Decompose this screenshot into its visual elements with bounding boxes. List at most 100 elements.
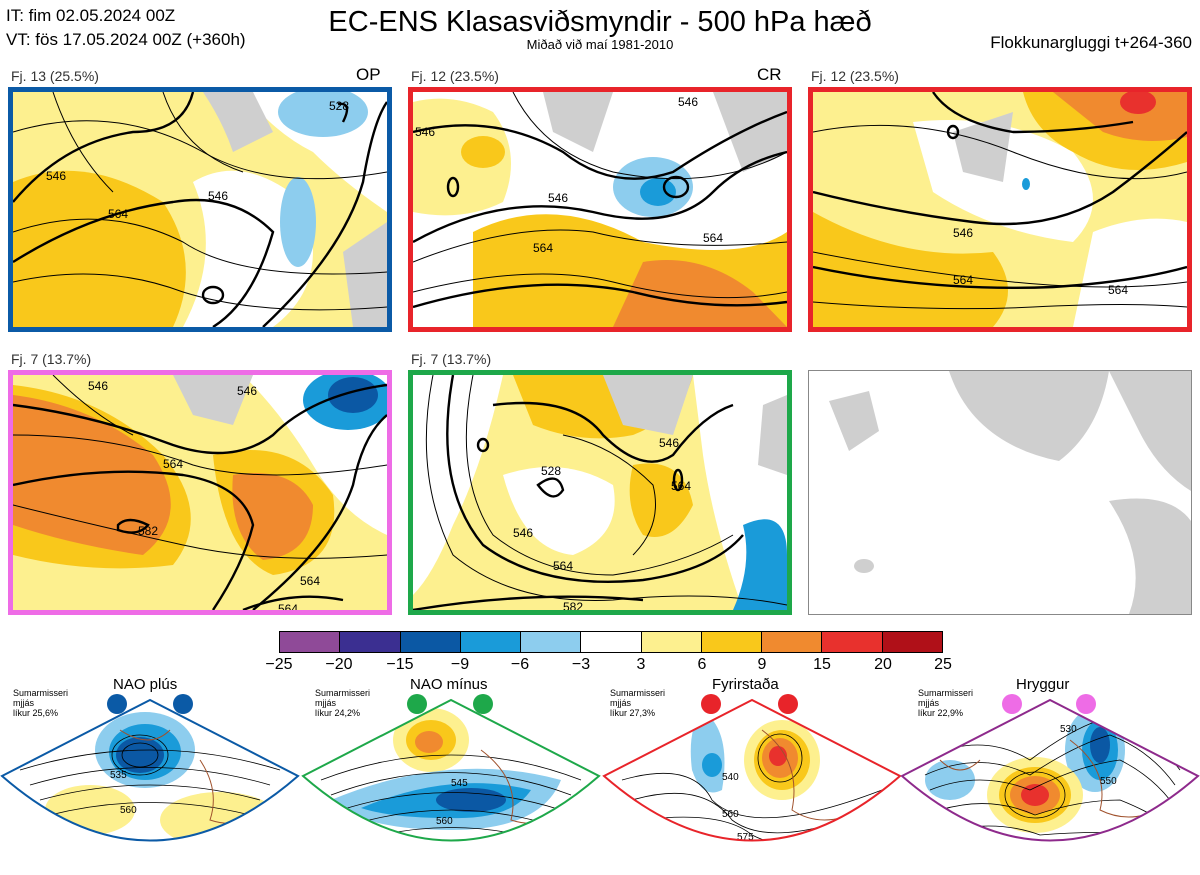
- regime-3-prob: líkur 27,3%: [610, 708, 656, 718]
- panel-4-contour-4: 564: [300, 574, 320, 588]
- regime-3-contour-2: 560: [722, 809, 739, 820]
- regime-3-contour-1: 540: [722, 772, 739, 783]
- panel-1-contour-3: 528: [329, 99, 349, 113]
- panel-2-contour-4: 564: [703, 231, 723, 245]
- colorbar-tick: −9: [450, 656, 470, 673]
- regime-1-smoothing: mjjás: [13, 698, 35, 708]
- panel-1-label: Fj. 13 (25.5%): [11, 68, 99, 84]
- regime-4-smoothing: mjjás: [918, 698, 940, 708]
- panel-3-contour-1: 546: [953, 226, 973, 240]
- cluster-map-3: 546 564 564: [808, 87, 1192, 332]
- colorbar-swatch: [521, 632, 582, 652]
- panel-4-contour-2: 564: [163, 457, 183, 471]
- panel-5-contour-5: 546: [659, 436, 679, 450]
- cluster-window: Flokkunargluggi t+264-360: [990, 33, 1192, 52]
- regime-2-contour-2: 560: [436, 816, 453, 827]
- panel-3-label: Fj. 12 (23.5%): [811, 68, 899, 84]
- regime-1-season: Sumarmisseri: [13, 688, 69, 698]
- regime-2-contour-3: 575: [446, 850, 463, 861]
- page-subtitle: Miðað við maí 1981-2010: [526, 37, 674, 52]
- regime-1-prob: líkur 25,6%: [13, 708, 59, 718]
- regime-4-marker-left: [1002, 694, 1022, 714]
- panel-5-contour-6: 564: [671, 479, 691, 493]
- regime-4-map: 530 550 575: [900, 690, 1200, 870]
- colorbar-tick: 15: [813, 656, 831, 673]
- colorbar-tick: −3: [571, 656, 591, 673]
- panel-4-label: Fj. 7 (13.7%): [11, 351, 92, 367]
- regime-3-map: 540 560 575: [602, 690, 902, 870]
- regime-3-season: Sumarmisseri: [610, 688, 666, 698]
- panel-2-contour-2: 546: [678, 95, 698, 109]
- cluster-map-5: 528 546 564 582 546 564: [408, 370, 792, 615]
- regime-2-title: NAO mínus: [410, 676, 488, 693]
- panel-4-contour-1: 546: [237, 384, 257, 398]
- regime-3-smoothing: mjjás: [610, 698, 632, 708]
- regime-4-season: Sumarmisseri: [918, 688, 974, 698]
- regime-4-prob: líkur 22,9%: [918, 708, 964, 718]
- regime-3-contour-3: 575: [737, 832, 754, 843]
- colorbar-tick: −15: [386, 656, 414, 673]
- panel-3-contour-3: 564: [1108, 283, 1128, 297]
- colorbar-swatch: [340, 632, 401, 652]
- cluster-map-2: 546 546 564 564 546: [408, 87, 792, 332]
- colorbar: [279, 631, 943, 653]
- base-map: [808, 370, 1192, 615]
- panel-1-contour-1: 546: [46, 169, 66, 183]
- colorbar-tick: 9: [757, 656, 767, 673]
- colorbar-tick: 20: [874, 656, 892, 673]
- regime-2-note: Sumarmisseri mjjás líkur 24,2%: [315, 688, 370, 718]
- colorbar-tick: 6: [697, 656, 707, 673]
- colorbar-tick: 3: [636, 656, 646, 673]
- panel-2-label: Fj. 12 (23.5%): [411, 68, 499, 84]
- regime-4-title: Hryggur: [1016, 676, 1070, 693]
- panel-5-contour-1: 528: [541, 464, 561, 478]
- regime-3-title: Fyrirstaða: [712, 676, 779, 693]
- colorbar-tick: −20: [325, 656, 353, 673]
- colorbar-tick: −6: [510, 656, 530, 673]
- regime-2-map: 545 560 575: [301, 690, 601, 870]
- regime-2-smoothing: mjjás: [315, 698, 337, 708]
- panel-5-contour-3: 564: [553, 559, 573, 573]
- regime-3-note: Sumarmisseri mjjás líkur 27,3%: [610, 688, 665, 718]
- colorbar-tick: −25: [265, 656, 293, 673]
- regime-4-note: Sumarmisseri mjjás líkur 22,9%: [918, 688, 973, 718]
- panel-4-contour-3: 582: [138, 524, 158, 538]
- regime-4-contour-1: 530: [1060, 724, 1077, 735]
- page-title: EC-ENS Klasasviðsmyndir - 500 hPa hæð: [328, 6, 872, 38]
- cluster-map-1: 546 564 528 546 54: [8, 87, 392, 332]
- cluster-map-4: 546 564 582 564 564 546: [8, 370, 392, 615]
- regime-2-marker-right: [473, 694, 493, 714]
- regime-2-season: Sumarmisseri: [315, 688, 371, 698]
- panel-1-contour-4: 546: [208, 189, 228, 203]
- panel-5-label: Fj. 7 (13.7%): [411, 351, 492, 367]
- regime-1-contour-2: 560: [120, 805, 137, 816]
- panel-4-contour-6: 546: [88, 379, 108, 393]
- panel-2-contour-1: 546: [548, 191, 568, 205]
- panel-2-contour-3: 564: [533, 241, 553, 255]
- regime-1-map: 535 560: [0, 690, 300, 870]
- panel-3-contour-2: 564: [953, 273, 973, 287]
- valid-time: VT: fös 17.05.2024 00Z (+360h): [6, 30, 246, 49]
- colorbar-swatch: [641, 632, 702, 652]
- regime-1-marker-left: [107, 694, 127, 714]
- colorbar-swatch: [822, 632, 883, 652]
- colorbar-swatch: [762, 632, 823, 652]
- colorbar-swatch: [400, 632, 461, 652]
- panel-2-contour-5: 546: [415, 125, 435, 139]
- panel-1-contour-2: 564: [108, 207, 128, 221]
- colorbar-swatch: [701, 632, 763, 652]
- regime-4-marker-right: [1076, 694, 1096, 714]
- regime-1-contour-1: 535: [110, 770, 127, 781]
- regime-1-note: Sumarmisseri mjjás líkur 25,6%: [13, 688, 68, 718]
- panel-2-tag: CR: [757, 65, 782, 84]
- colorbar-tick: 25: [934, 656, 952, 673]
- regime-1-marker-right: [173, 694, 193, 714]
- colorbar-swatch: [280, 632, 341, 652]
- regime-2-contour-1: 545: [451, 778, 468, 789]
- regime-4-contour-2: 550: [1100, 776, 1117, 787]
- regime-2-marker-left: [407, 694, 427, 714]
- colorbar-swatch: [581, 632, 642, 652]
- colorbar-swatch: [460, 632, 522, 652]
- regime-2-prob: líkur 24,2%: [315, 708, 361, 718]
- panel-5-contour-4: 582: [563, 600, 583, 610]
